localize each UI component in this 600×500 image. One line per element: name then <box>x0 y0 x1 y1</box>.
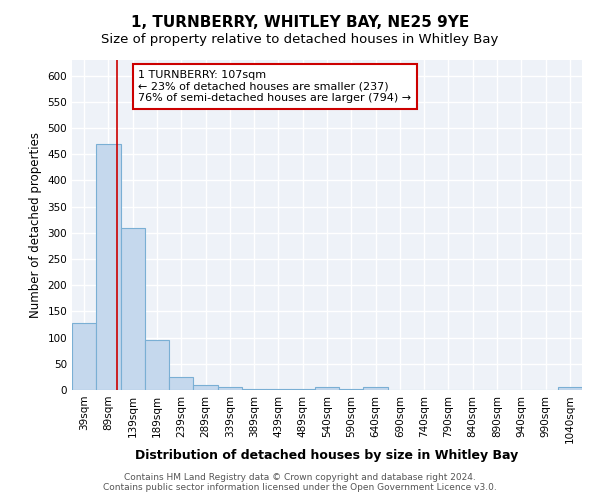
Text: 1 TURNBERRY: 107sqm
← 23% of detached houses are smaller (237)
76% of semi-detac: 1 TURNBERRY: 107sqm ← 23% of detached ho… <box>139 70 412 103</box>
Bar <box>121 228 145 390</box>
Bar <box>266 389 290 390</box>
Bar <box>193 385 218 390</box>
X-axis label: Distribution of detached houses by size in Whitley Bay: Distribution of detached houses by size … <box>136 449 518 462</box>
Bar <box>558 388 582 390</box>
Bar <box>145 340 169 390</box>
Bar <box>364 388 388 390</box>
Text: Contains HM Land Registry data © Crown copyright and database right 2024.
Contai: Contains HM Land Registry data © Crown c… <box>103 473 497 492</box>
Bar <box>169 377 193 390</box>
Text: Size of property relative to detached houses in Whitley Bay: Size of property relative to detached ho… <box>101 32 499 46</box>
Text: 1, TURNBERRY, WHITLEY BAY, NE25 9YE: 1, TURNBERRY, WHITLEY BAY, NE25 9YE <box>131 15 469 30</box>
Bar <box>315 388 339 390</box>
Bar <box>242 389 266 390</box>
Y-axis label: Number of detached properties: Number of detached properties <box>29 132 42 318</box>
Bar <box>218 388 242 390</box>
Bar <box>96 144 121 390</box>
Bar <box>72 324 96 390</box>
